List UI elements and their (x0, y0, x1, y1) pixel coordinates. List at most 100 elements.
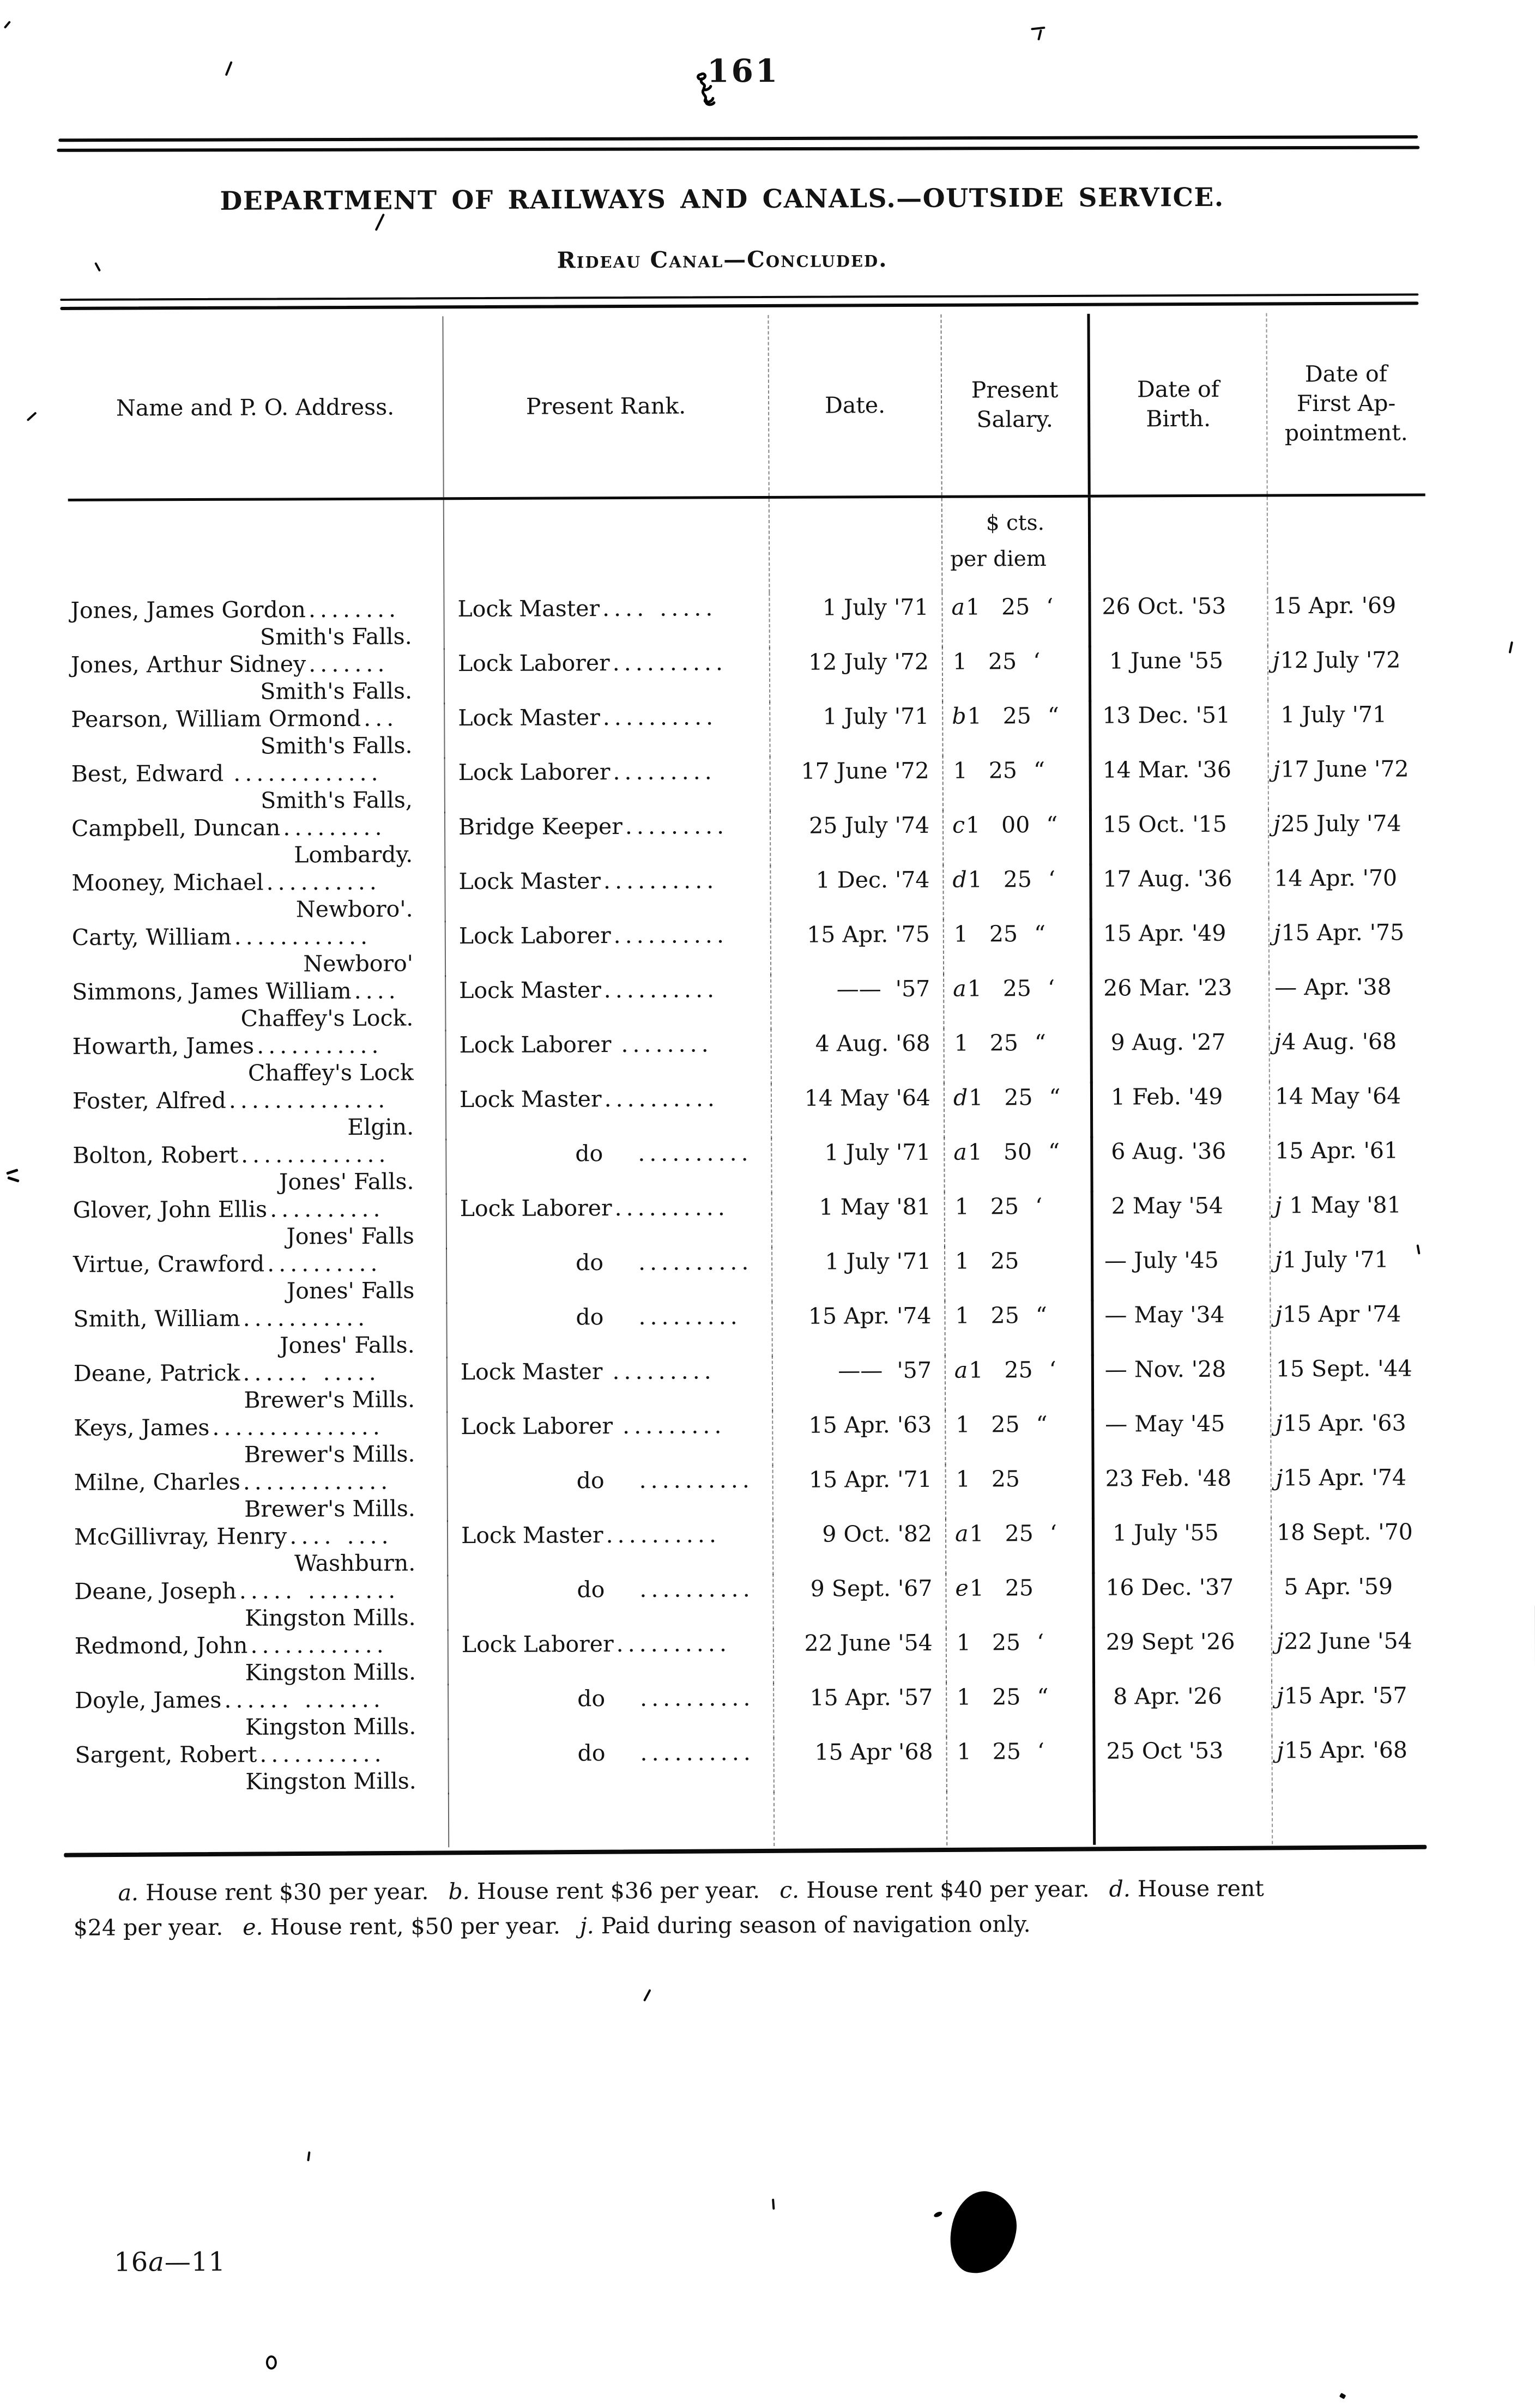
appt-value: 15 Apr. '75 (1281, 919, 1404, 946)
appt-value: 15 Apr. '69 (1273, 592, 1396, 619)
rank-label: do (575, 1140, 603, 1166)
scan-artifact (375, 214, 385, 231)
cell-salary: 1 25“ (944, 918, 1092, 975)
cell-birth: 8 Apr. '26 (1095, 1680, 1272, 1737)
employee-address: Brewer's Mills. (71, 1440, 446, 1469)
rank-dots: .......... (638, 1140, 753, 1166)
col-header-date-of-birth: Date of Birth. (1090, 313, 1267, 494)
salary-value: 1 25 (957, 1738, 1020, 1764)
cell-birth: 13 Dec. '51 (1091, 699, 1268, 756)
leader-dots: ...... ....... (224, 1686, 385, 1713)
scan-artifact (772, 2199, 775, 2210)
table-row: Glover, John Ellis.......... Jones' Fall… (71, 1189, 1428, 1249)
leader-dots: ........ (309, 596, 400, 623)
ditto-mark: ‘ (1046, 594, 1054, 620)
appt-value: 1 May '81 (1282, 1192, 1401, 1219)
rank-label: Lock Master (458, 704, 600, 731)
employee-name: Foster, Alfred (72, 1087, 226, 1114)
cell-rank: Lock Master ......... (448, 1356, 773, 1413)
cell-rank: Lock Master.......... (446, 1083, 772, 1140)
table-row: Deane, Joseph..... ........ Kingston Mil… (72, 1571, 1429, 1631)
col-header-name-address: Name and P. O. Address. (67, 316, 444, 499)
cell-birth: 15 Apr. '49 (1092, 917, 1270, 974)
employee-address: Newboro'. (70, 895, 445, 924)
cell-name: McGillivray, Henry.... .... Washburn. (72, 1520, 448, 1578)
cell-appt: j15 Apr. '74 (1272, 1462, 1429, 1518)
salary-footnote-letter: a (953, 1139, 967, 1165)
document-title: DEPARTMENT OF RAILWAYS AND CANALS.—OUTSI… (0, 181, 1447, 217)
scan-artifact (266, 2355, 277, 2369)
table-row: Jones, Arthur Sidney....... Smith's Fall… (69, 644, 1426, 704)
salary-value: 1 00 (966, 812, 1030, 838)
rank-label: do (577, 1685, 605, 1711)
double-rule-top-1 (58, 135, 1418, 142)
cell-birth: 17 Aug. '36 (1092, 863, 1269, 919)
table-row: Mooney, Michael.......... Newboro'. Lock… (69, 862, 1427, 922)
rank-dots: .......... (603, 704, 718, 730)
table-row: Keys, James............... Brewer's Mill… (71, 1407, 1429, 1467)
table-body: Jones, James Gordon........ Smith's Fall… (68, 590, 1430, 1794)
salary-value: 1 25 (954, 921, 1018, 947)
ditto-mark: “ (1049, 1084, 1061, 1110)
appt-footnote-letter: j (1275, 1192, 1282, 1218)
leader-dots: .......... (267, 1250, 382, 1277)
ditto-mark: ‘ (1035, 1193, 1043, 1219)
ditto-mark: ‘ (1037, 1629, 1045, 1655)
scan-artifact (307, 2151, 310, 2161)
leader-dots: .......... (266, 869, 381, 896)
cell-rank: do.......... (447, 1247, 772, 1304)
table-row: Bolton, Robert............. Jones' Falls… (70, 1135, 1428, 1195)
scan-artifact (4, 21, 11, 29)
cell-birth: 25 Oct '53 (1095, 1735, 1272, 1792)
appt-footnote-letter: j (1276, 1410, 1283, 1436)
employee-name: Simmons, James William (72, 978, 352, 1005)
double-rule-mid-1 (60, 293, 1418, 301)
appt-value: 12 July '72 (1280, 647, 1401, 674)
employee-name: Best, Edward (71, 760, 231, 787)
cell-appt: 18 Sept. '70 (1272, 1516, 1429, 1573)
rank-dots: .......... (613, 649, 728, 676)
salary-value: 1 25 (954, 1030, 1018, 1056)
rank-label: Lock Laborer (459, 1031, 618, 1058)
cell-name: Campbell, Duncan......... Lombardy. (69, 812, 445, 869)
ink-stamp-mark (693, 70, 723, 111)
cell-date: 1 July '71 (772, 1137, 945, 1194)
cell-appt: j15 Apr. '75 (1270, 917, 1427, 973)
cell-rank: Lock Master.... ..... (444, 592, 770, 650)
table-row: Smith, William........... Jones' Falls. … (71, 1298, 1428, 1358)
leader-dots: ............ (250, 1632, 388, 1659)
cell-rank: do.......... (449, 1737, 774, 1794)
appt-footnote-letter: j (1274, 1028, 1281, 1055)
employee-address: Jones' Falls. (71, 1331, 446, 1360)
cell-salary: 1 25‘ (945, 1191, 1093, 1248)
cell-rank: Lock Laborer......... (445, 756, 771, 813)
cell-salary: d1 25‘ (944, 864, 1092, 921)
appt-footnote-letter: j (1277, 1737, 1284, 1763)
leader-dots: ........... (243, 1305, 370, 1332)
employee-name: Deane, Joseph (74, 1578, 237, 1605)
rank-label: Bridge Keeper (458, 813, 623, 840)
cell-salary: e1 25 (946, 1572, 1095, 1629)
table-subheader-row: $ cts. per diem (68, 496, 1426, 595)
footnotes: a. House rent $30 per year.b. House rent… (73, 1870, 1431, 1945)
rank-dots: .......... (640, 1739, 755, 1766)
rank-label: Lock Laborer (458, 759, 611, 785)
scan-artifact (643, 1989, 651, 2001)
cell-rank: Lock Laborer.......... (446, 919, 771, 977)
appt-value: 15 Apr. '68 (1284, 1737, 1407, 1764)
table-row: Campbell, Duncan......... Lombardy. Brid… (69, 808, 1427, 868)
appt-footnote-letter: j (1277, 1628, 1284, 1654)
ditto-mark: “ (1048, 1139, 1061, 1165)
appt-value: 14 Apr. '70 (1274, 865, 1397, 892)
salary-footnote-letter: a (951, 594, 965, 620)
cell-salary: a1 50“ (945, 1136, 1093, 1193)
employee-name: Jones, James Gordon (70, 596, 306, 624)
appt-value: 15 Apr. '57 (1284, 1683, 1407, 1709)
footnote-item: a. House rent $30 per year. (118, 1878, 428, 1905)
rank-label: Lock Master (461, 1358, 610, 1385)
leader-dots: ............. (233, 760, 383, 786)
leader-dots: .............. (229, 1087, 390, 1114)
ditto-mark: “ (1036, 1302, 1048, 1328)
salary-value: 1 25 (957, 1629, 1020, 1655)
appt-value: 15 Sept. '44 (1276, 1355, 1412, 1382)
